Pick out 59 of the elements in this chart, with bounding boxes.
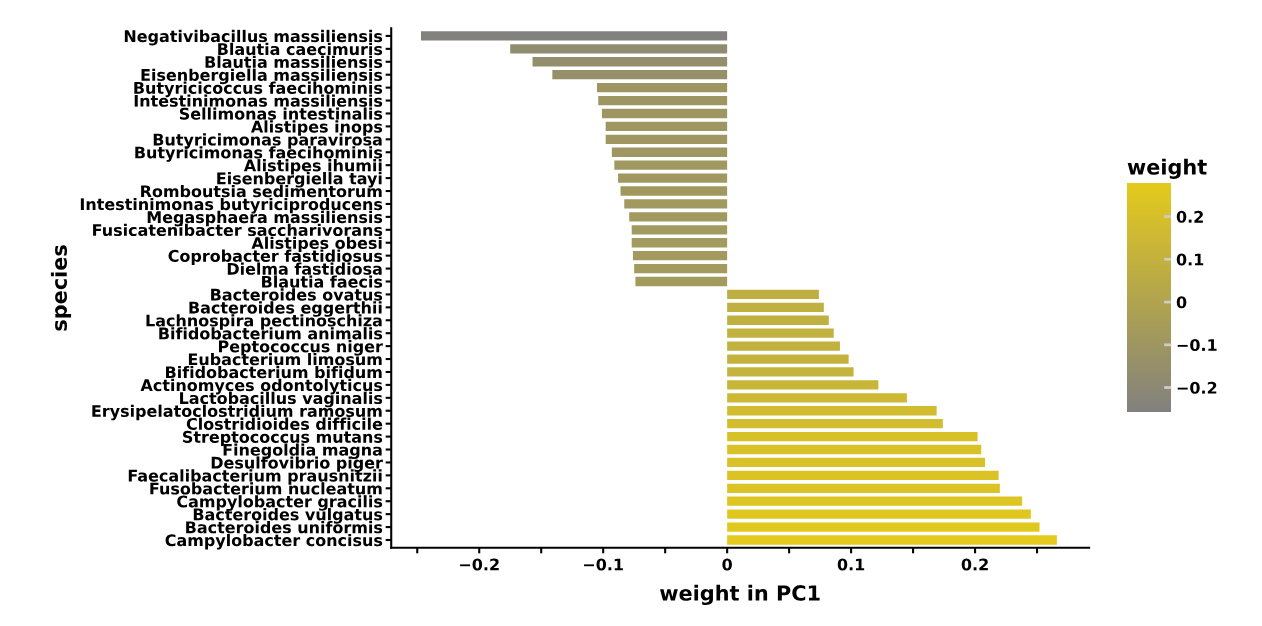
bar [727,354,849,364]
bar [532,57,728,67]
y-tick-label: Blautia faecis [262,275,383,288]
color-bar-label: 0 [1176,296,1187,309]
bar [727,419,943,429]
y-axis-title: species [50,245,72,331]
bar [727,483,1000,493]
color-bar-label: 0.1 [1176,253,1204,266]
bar [727,380,879,390]
bar [727,431,978,442]
bar [634,263,728,274]
bar [727,289,819,300]
bar [605,121,728,132]
bar [631,225,728,235]
bar [598,95,728,106]
y-tick-label: Blautia massiliensis [205,55,383,69]
bar [727,444,982,455]
bar [727,535,1057,545]
bar [601,108,728,119]
y-tick-label: Campylobacter concisus [165,533,383,550]
bar [629,212,728,222]
bar [614,160,728,170]
bar [420,31,728,41]
y-tick-label: Bacteroides ovatus [211,288,383,301]
bar [727,509,1031,519]
bar [727,341,840,351]
bar [727,470,999,481]
y-tick-label: Sellimonas intestinalis [179,107,383,120]
bar [611,147,728,157]
bar [727,496,1023,506]
bar [620,186,728,196]
bar [605,134,728,144]
y-tick-label: Bifidobacterium bifidum [166,365,382,379]
bar [631,238,728,248]
bar [635,276,728,287]
color-bar-label: −0.2 [1177,381,1217,394]
bar [510,44,728,54]
bar [632,250,728,261]
x-axis-title: weight in PC1 [660,584,820,606]
color-bar-label: −0.1 [1177,339,1217,352]
bar [727,367,854,377]
color-bar-title: weight [1127,158,1207,179]
bar [727,522,1040,532]
x-tick-label: −0.1 [584,558,623,571]
bar [727,393,907,403]
x-tick-label: 0 [722,558,732,571]
x-tick-label: 0.1 [837,558,865,571]
color-bar-label: 0.2 [1176,210,1203,223]
bar [727,406,937,416]
bar [552,70,728,80]
bar [618,173,728,183]
x-tick-label: 0.2 [961,558,988,571]
bar [727,457,985,468]
bar [727,315,829,325]
bar [596,82,728,93]
bar [727,302,824,312]
bar [624,199,728,209]
x-tick-label: −0.2 [460,558,499,571]
bar [727,328,834,338]
